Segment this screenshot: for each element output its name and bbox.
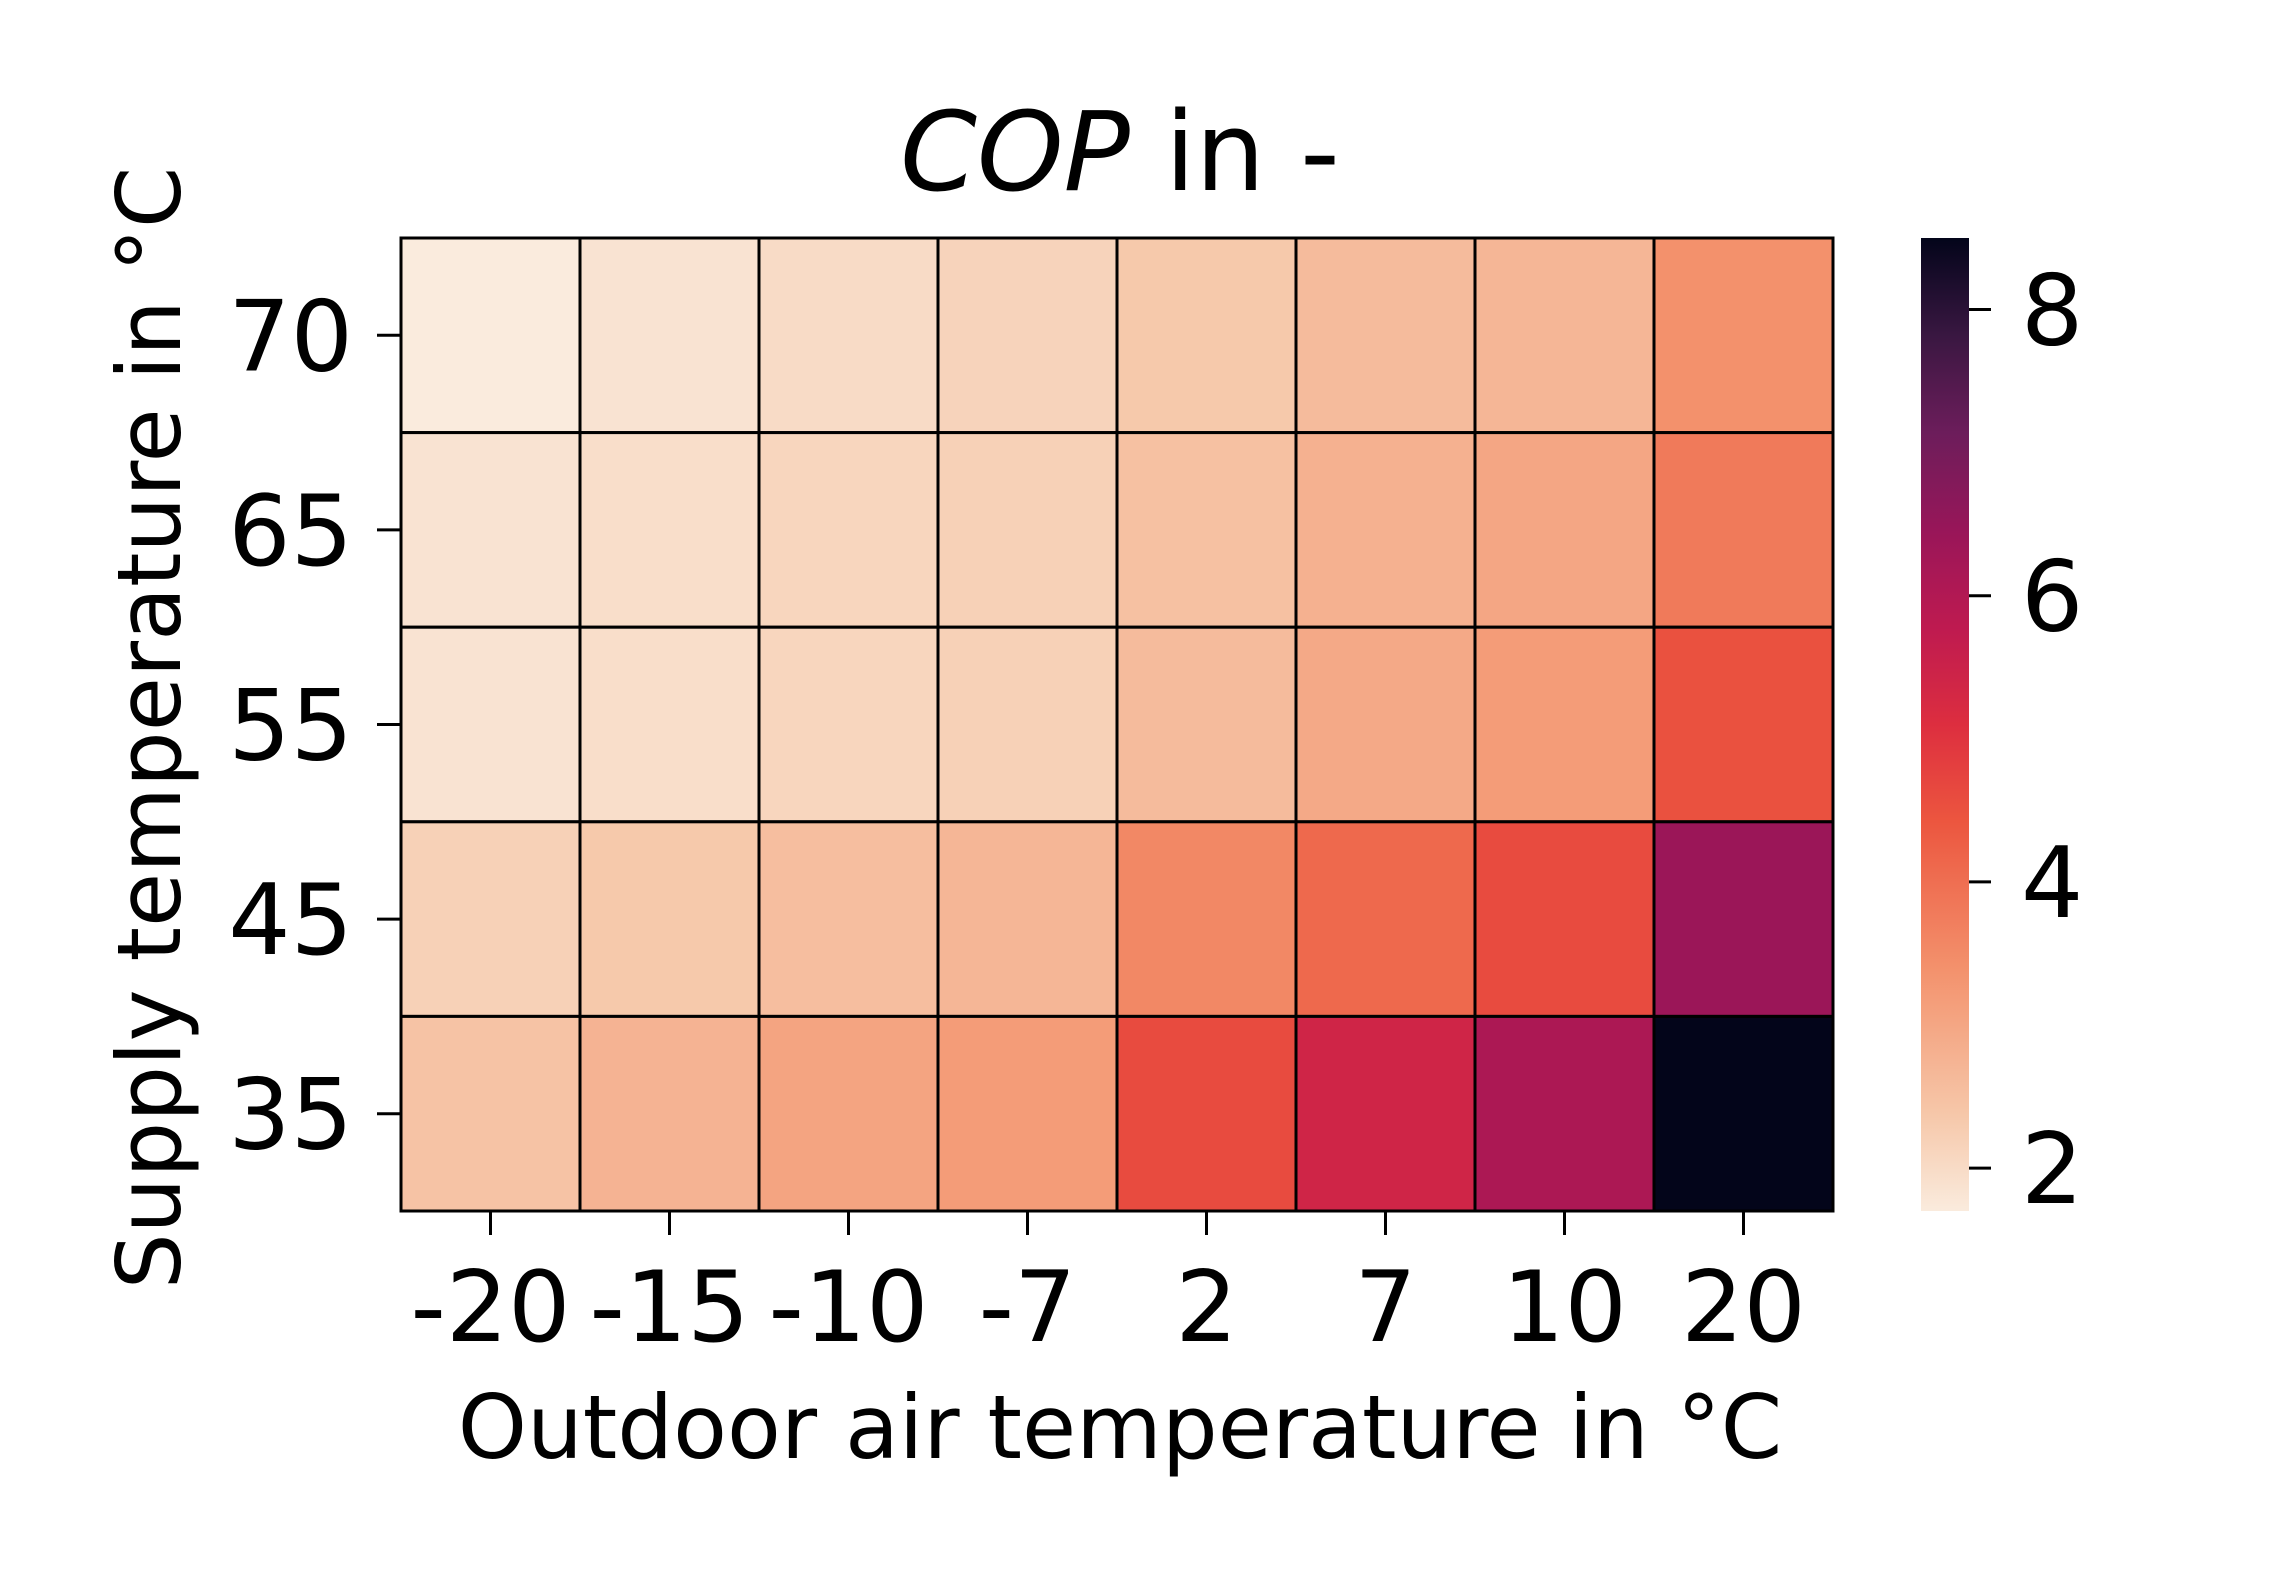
heatmap-cell — [1473, 1014, 1656, 1213]
heatmap-cell — [1294, 236, 1477, 435]
y-tick-label: 45 — [228, 864, 353, 978]
heatmap-cell — [399, 1014, 582, 1213]
heatmap-cell — [936, 236, 1119, 435]
heatmap-cell — [757, 625, 940, 824]
heatmap-cell — [1652, 820, 1835, 1018]
heatmap-cell — [399, 431, 582, 629]
heatmap-cell — [399, 625, 582, 824]
heatmap-cell — [1652, 625, 1835, 824]
colorbar-tick-label: 2 — [2021, 1113, 2083, 1227]
heatmap-cell — [1115, 1014, 1298, 1213]
heatmap-cell — [1473, 820, 1656, 1018]
heatmap-cell — [578, 1014, 761, 1213]
heatmap-cell — [578, 820, 761, 1018]
chart-title: COP in - — [900, 88, 1340, 216]
heatmap-cell — [1652, 431, 1835, 629]
heatmap-cell — [757, 431, 940, 629]
chart-title-math: COP — [900, 88, 1130, 216]
x-axis-label: Outdoor air temperature in °C — [458, 1376, 1783, 1479]
heatmap-cell — [936, 820, 1119, 1018]
x-axis-ticks: -20 -15 -10 -7 2 7 10 20 — [410, 1211, 1806, 1365]
x-tick-label: -10 — [768, 1251, 928, 1365]
colorbar-ticks: 2 4 6 8 — [1969, 255, 2083, 1227]
colorbar — [1921, 238, 1969, 1211]
heatmap-cell — [936, 1014, 1119, 1213]
heatmap-cell — [1294, 625, 1477, 824]
heatmap-cell — [1473, 625, 1656, 824]
heatmap-cell — [1115, 625, 1298, 824]
heatmap-cell — [1294, 431, 1477, 629]
y-axis-ticks: 70 65 55 45 35 — [228, 280, 401, 1173]
heatmap-cell — [1473, 236, 1656, 435]
y-axis-label: Supply temperature in °C — [98, 167, 201, 1290]
x-tick-label: -15 — [589, 1251, 749, 1365]
heatmap-cell — [1294, 820, 1477, 1018]
x-tick-label: 7 — [1354, 1251, 1416, 1365]
heatmap-cell — [1115, 236, 1298, 435]
heatmap-cell — [578, 431, 761, 629]
heatmap-cell — [1473, 431, 1656, 629]
colorbar-tick-label: 8 — [2021, 255, 2083, 369]
heatmap-cell — [1294, 1014, 1477, 1213]
x-tick-label: 10 — [1502, 1251, 1627, 1365]
colorbar-tick-label: 4 — [2021, 827, 2083, 941]
heatmap-cell — [757, 236, 940, 435]
heatmap-cell — [1115, 431, 1298, 629]
heatmap-cell — [1652, 1014, 1835, 1213]
heatmap-cells — [399, 236, 1835, 1213]
heatmap-cell — [399, 820, 582, 1018]
heatmap-cell — [578, 625, 761, 824]
heatmap-cell — [936, 625, 1119, 824]
x-tick-label: -7 — [979, 1251, 1077, 1365]
y-tick-label: 35 — [228, 1059, 353, 1173]
x-tick-label: -20 — [410, 1251, 570, 1365]
heatmap-cell — [757, 820, 940, 1018]
heatmap-cell — [757, 1014, 940, 1213]
heatmap-cell — [936, 431, 1119, 629]
chart-title-rest: in - — [1130, 88, 1340, 216]
y-tick-label: 70 — [228, 280, 353, 394]
x-tick-label: 2 — [1175, 1251, 1237, 1365]
heatmap-cell — [578, 236, 761, 435]
heatmap-cell — [1652, 236, 1835, 435]
y-tick-label: 55 — [228, 670, 353, 784]
colorbar-tick-label: 6 — [2021, 541, 2083, 655]
x-tick-label: 20 — [1681, 1251, 1806, 1365]
heatmap-cell — [399, 236, 582, 435]
heatmap-cell — [1115, 820, 1298, 1018]
y-tick-label: 65 — [228, 475, 353, 589]
